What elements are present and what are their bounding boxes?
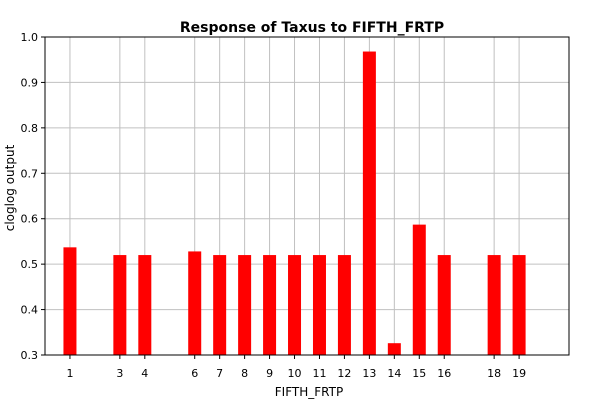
x-tick-label: 12: [337, 367, 351, 380]
bar: [288, 255, 302, 355]
y-tick-label: 0.3: [21, 349, 39, 362]
bar: [412, 224, 426, 355]
x-tick-label: 15: [412, 367, 426, 380]
bar: [487, 255, 501, 355]
bar: [238, 255, 252, 355]
x-axis-ticks: 1 3 4 6 7 8 9 10 11 12 13 14 15 16 18 19: [66, 355, 526, 380]
x-tick-label: 1: [66, 367, 73, 380]
y-axis-label: cloglog output: [3, 144, 17, 231]
x-tick-label: 18: [487, 367, 501, 380]
x-tick-label: 14: [387, 367, 401, 380]
y-tick-label: 0.6: [21, 213, 39, 226]
x-tick-label: 13: [362, 367, 376, 380]
x-tick-label: 19: [512, 367, 526, 380]
x-tick-label: 9: [266, 367, 273, 380]
chart-title: Response of Taxus to FIFTH_FRTP: [180, 20, 444, 36]
x-tick-label: 11: [312, 367, 326, 380]
bar: [337, 255, 351, 355]
bar: [113, 255, 127, 355]
x-tick-label: 8: [241, 367, 248, 380]
x-tick-label: 7: [216, 367, 223, 380]
bar: [437, 255, 451, 355]
y-tick-label: 0.9: [21, 76, 39, 89]
bars: [63, 51, 526, 356]
bar: [263, 255, 277, 355]
x-tick-label: 3: [116, 367, 123, 380]
x-tick-label: 4: [141, 367, 148, 380]
bar: [362, 51, 376, 356]
bar: [63, 247, 77, 355]
y-axis-ticks: 0.3 0.4 0.5 0.6 0.7 0.8 0.9 1.0: [21, 31, 45, 362]
bar: [312, 255, 326, 355]
x-axis-label: FIFTH_FRTP: [275, 385, 343, 399]
bar: [138, 255, 152, 355]
bar: [512, 255, 526, 355]
bar: [387, 343, 401, 355]
x-tick-label: 10: [288, 367, 302, 380]
y-tick-label: 0.7: [21, 167, 39, 180]
plot-frame: [44, 36, 570, 356]
y-tick-label: 1.0: [21, 31, 39, 44]
x-tick-label: 6: [191, 367, 198, 380]
x-tick-label: 16: [437, 367, 451, 380]
y-tick-label: 0.4: [21, 304, 39, 317]
bar: [213, 255, 227, 355]
y-tick-label: 0.8: [21, 122, 39, 135]
bar: [188, 251, 202, 355]
y-tick-label: 0.5: [21, 258, 39, 271]
